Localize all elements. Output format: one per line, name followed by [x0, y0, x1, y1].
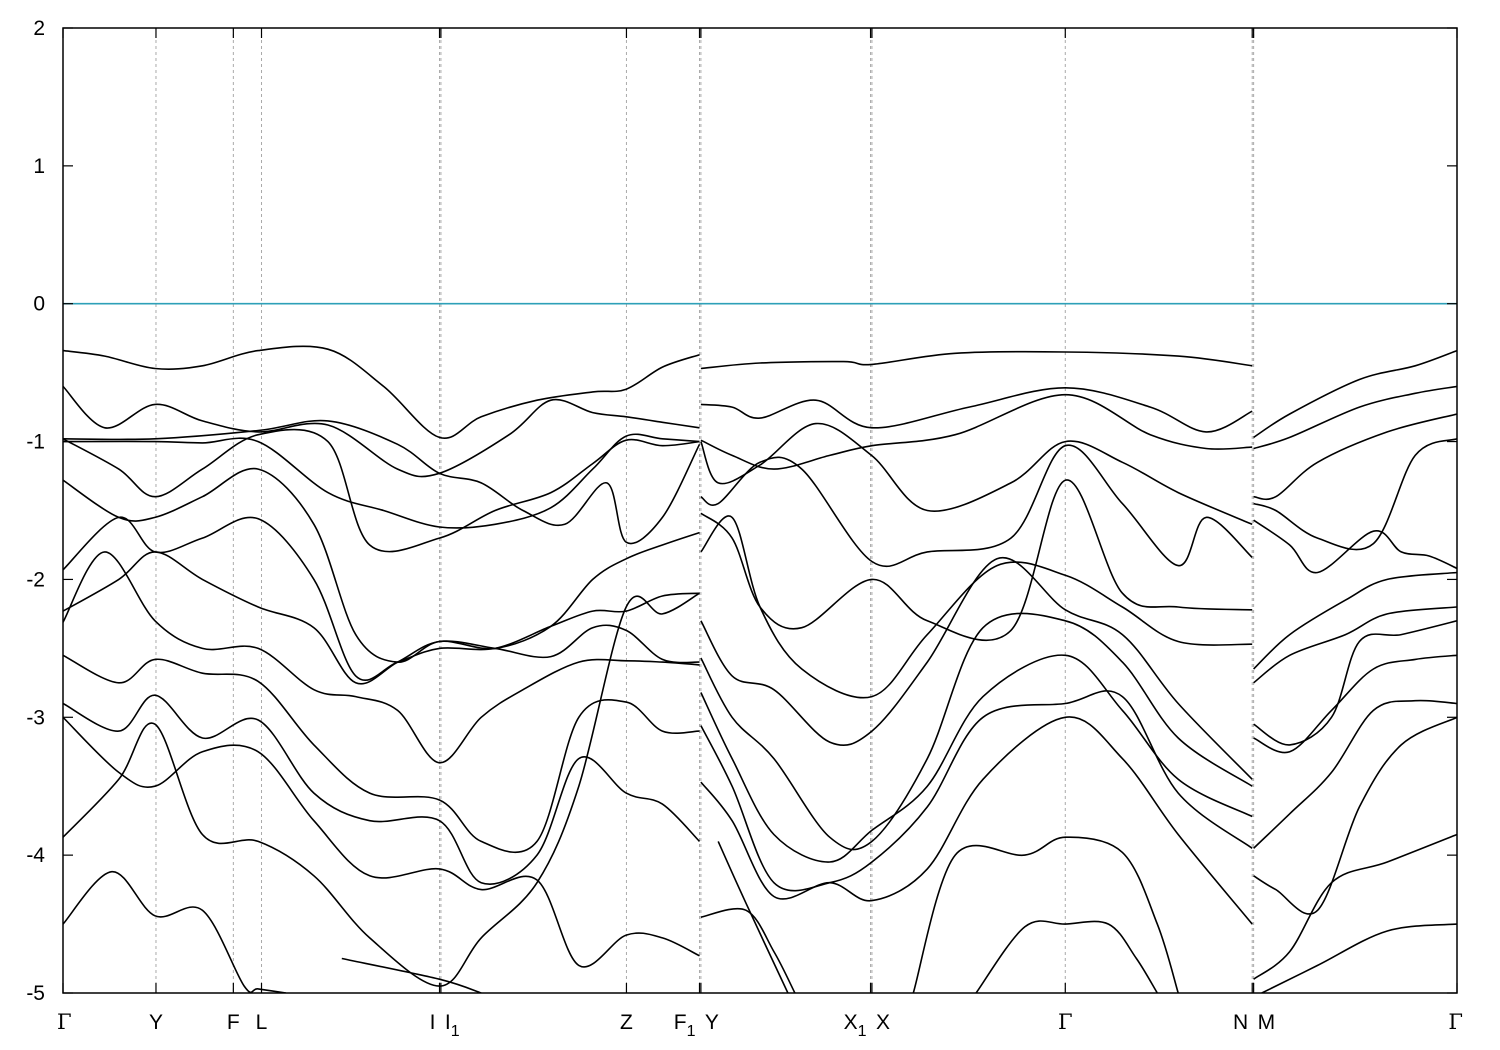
x-tick-label: Γ [57, 1010, 72, 1034]
band-line-9 [63, 551, 700, 764]
band-line-34 [1253, 413, 1457, 501]
band-line-18 [700, 393, 1253, 470]
band-line-41 [1253, 699, 1457, 849]
x-tick-label: Y [705, 1011, 719, 1034]
y-tick-label: -2 [26, 568, 45, 591]
band-line-1 [63, 345, 700, 440]
band-line-37 [1253, 571, 1457, 670]
band-line-22 [700, 515, 1253, 699]
band-line-44 [1261, 923, 1457, 993]
y-tick-label: -1 [26, 431, 45, 454]
y-tick-label: 0 [33, 293, 45, 316]
band-line-35 [1253, 438, 1457, 551]
y-tick-label: -5 [26, 982, 45, 1005]
x-tick-label: M [1258, 1011, 1276, 1034]
band-line-12 [63, 716, 700, 968]
x-tick-label: F1 [674, 1011, 696, 1040]
x-tick-label: I1 [445, 1011, 460, 1040]
band-line-10 [63, 654, 700, 853]
y-tick-label: 2 [33, 17, 45, 40]
band-line-19 [700, 422, 1253, 526]
band-line-7 [63, 516, 700, 682]
band-line-5 [63, 428, 700, 553]
band-line-14 [63, 870, 287, 993]
band-line-16 [700, 350, 1253, 370]
band-line-11 [63, 694, 701, 885]
band-line-15 [341, 957, 482, 993]
x-tick-label: Z [620, 1011, 633, 1034]
band-line-36 [1253, 519, 1457, 574]
band-line-23 [700, 556, 1253, 780]
band-line-25 [700, 654, 1253, 863]
band-line-3 [63, 419, 701, 545]
x-tick-label: L [256, 1011, 268, 1034]
plot-frame [62, 27, 1458, 994]
band-line-27 [700, 716, 1253, 925]
band-line-33 [1253, 385, 1457, 450]
band-line-8 [63, 551, 700, 685]
band-line-42 [1253, 716, 1457, 915]
x-tick-label: I [430, 1011, 436, 1034]
band-line-2 [63, 385, 700, 478]
x-axis-ticks: Γ Y F L I I1 Z F1 Y X1 X Γ N M Γ [57, 28, 1463, 1040]
band-line-26 [700, 690, 1253, 892]
band-line-30 [912, 836, 1179, 993]
band-line-6 [63, 467, 700, 663]
y-tick-label: 1 [33, 155, 45, 178]
x-tick-label: Γ [1058, 1010, 1073, 1034]
band-line-39 [1253, 620, 1457, 746]
x-tick-label: Γ [1448, 1010, 1463, 1034]
band-curves [63, 345, 1457, 993]
band-line-31 [975, 920, 1158, 993]
band-line-20 [700, 444, 1253, 568]
y-axis-ticks: -5 -4 -3 -2 -1 0 1 2 [26, 17, 1457, 1005]
x-tick-label: X1 [844, 1011, 867, 1040]
grid-lines [155, 28, 1255, 993]
band-line-38 [1253, 606, 1457, 684]
y-tick-label: -3 [26, 706, 45, 729]
x-tick-label: Y [149, 1011, 163, 1034]
y-tick-label: -4 [26, 844, 45, 867]
band-line-13 [63, 592, 700, 987]
x-tick-label: F [227, 1011, 240, 1034]
band-line-29 [717, 841, 789, 993]
x-tick-label: N [1233, 1011, 1248, 1034]
band-line-24 [700, 612, 1253, 851]
band-line-28 [700, 907, 796, 993]
band-line-43 [1253, 833, 1457, 980]
band-line-4 [63, 433, 700, 529]
x-tick-label: X [876, 1011, 890, 1034]
band-line-32 [1253, 349, 1457, 439]
band-line-17 [700, 387, 1253, 433]
band-line-40 [1253, 654, 1457, 754]
